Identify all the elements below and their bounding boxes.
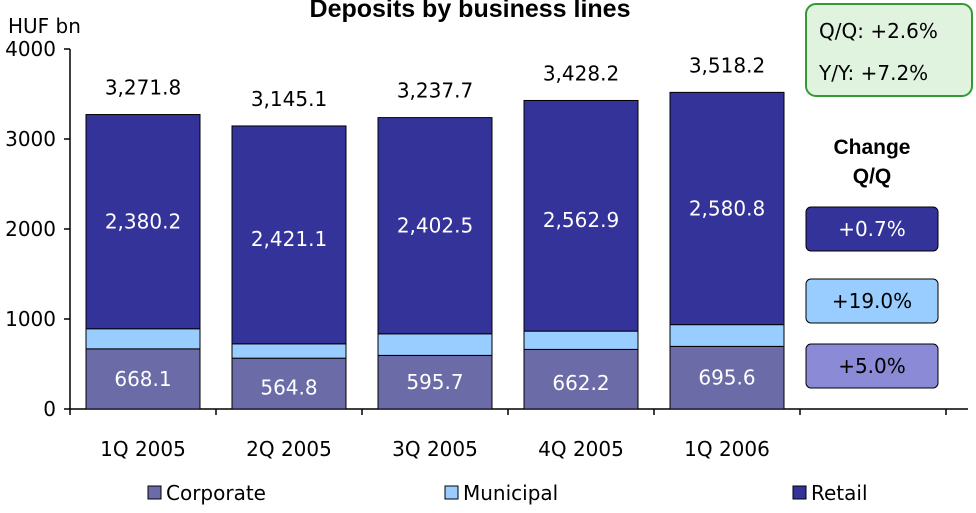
total-label: 3,145.1 <box>251 87 327 111</box>
legend-label-corporate: Corporate <box>166 481 266 505</box>
bar-segment-corporate <box>85 348 201 410</box>
bar-segment-municipal <box>669 324 785 347</box>
y-axis-unit-label: HUF bn <box>8 14 81 38</box>
data-label-corporate: 662.2 <box>552 371 609 395</box>
bar-segment-retail <box>523 99 639 332</box>
data-label-retail: 2,402.5 <box>397 214 473 238</box>
bar-segment-municipal <box>377 333 493 356</box>
change-title-line1: Change <box>833 136 910 159</box>
change-label-municipal: +19.0% <box>832 289 912 313</box>
change-title-line2: Q/Q <box>853 165 892 188</box>
total-label: 3,428.2 <box>543 61 619 85</box>
chart-title: Deposits by business lines <box>310 0 631 23</box>
total-label: 3,271.8 <box>105 76 181 100</box>
legend-swatch-corporate <box>147 485 162 500</box>
data-label-corporate: 695.6 <box>698 366 755 390</box>
y-tick-label: 2000 <box>5 217 56 241</box>
bar-segment-corporate <box>669 345 785 410</box>
bar-segment-retail <box>669 91 785 326</box>
y-tick-label: 3000 <box>5 127 56 151</box>
legend-swatch-municipal <box>444 485 459 500</box>
x-tick-label: 1Q 2006 <box>684 437 770 461</box>
growth-summary-box: Q/Q: +2.6% Y/Y: +7.2% <box>805 3 973 97</box>
data-label-corporate: 668.1 <box>114 367 171 391</box>
legend-label-retail: Retail <box>811 481 868 505</box>
bar-segment-municipal <box>231 343 347 359</box>
data-label-corporate: 595.7 <box>406 370 463 394</box>
bars: 668.1 2,380.2 3,271.8 1Q 2005 564.8 2,421.1 3,… <box>85 53 785 461</box>
x-tick-label: 3Q 2005 <box>392 437 478 461</box>
data-label-retail: 2,380.2 <box>105 210 181 234</box>
y-tick-label: 4000 <box>5 37 56 61</box>
y-tick-label: 0 <box>43 397 56 421</box>
bar-segment-municipal <box>85 328 201 350</box>
change-box-municipal <box>805 278 939 324</box>
change-label-corporate: +5.0% <box>838 354 906 378</box>
bar-segment-corporate <box>377 354 493 410</box>
change-box-corporate <box>805 343 939 389</box>
change-box-retail <box>805 206 939 252</box>
bar-segment-municipal <box>523 330 639 350</box>
data-label-retail: 2,562.9 <box>543 208 619 232</box>
change-label-retail: +0.7% <box>838 217 906 241</box>
y-tick-label: 1000 <box>5 307 56 331</box>
data-label-retail: 2,580.8 <box>689 196 765 220</box>
legend-swatch-retail <box>792 485 807 500</box>
x-tick-label: 1Q 2005 <box>100 437 186 461</box>
data-label-corporate: 564.8 <box>260 376 317 400</box>
bar-segment-retail <box>231 125 347 345</box>
total-label: 3,237.7 <box>397 79 473 103</box>
legend-label-municipal: Municipal <box>463 481 558 505</box>
data-label-retail: 2,421.1 <box>251 227 327 251</box>
growth-summary-frame <box>805 3 973 97</box>
bar-segment-retail <box>85 114 201 330</box>
x-tick-label: 4Q 2005 <box>538 437 624 461</box>
qq-growth-text: Q/Q: +2.6% <box>819 19 938 43</box>
yy-growth-text: Y/Y: +7.2% <box>818 61 928 85</box>
x-tick-label: 2Q 2005 <box>246 437 332 461</box>
bar-segment-retail <box>377 117 493 335</box>
axes: 0 1000 2000 3000 4000 <box>5 37 968 421</box>
total-label: 3,518.2 <box>689 53 765 77</box>
bar-segment-corporate <box>231 357 347 410</box>
legend: Corporate Municipal Retail <box>147 481 868 505</box>
change-panel: Change Q/Q +0.7% +19.0% +5.0% <box>805 136 939 389</box>
bar-segment-corporate <box>523 348 639 410</box>
